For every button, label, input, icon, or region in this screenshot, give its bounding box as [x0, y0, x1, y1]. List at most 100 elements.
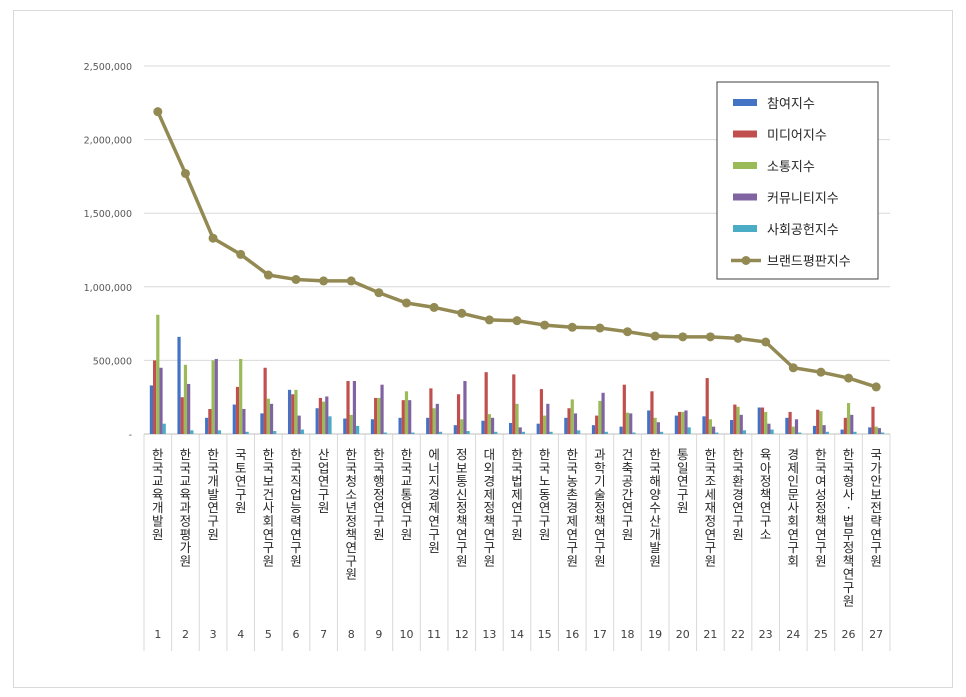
- bar-5: [190, 430, 194, 434]
- bar-5: [356, 425, 360, 434]
- bar-1: [149, 385, 154, 434]
- bar-5: [521, 431, 525, 434]
- bar-4: [684, 410, 688, 434]
- bar-5: [632, 432, 636, 434]
- bar-5: [742, 430, 747, 434]
- bar-3: [764, 411, 768, 434]
- bar-4: [352, 381, 357, 434]
- chart-frame: - 500,000 1,000,000 1,500,000 2,000,000 2,500…: [13, 10, 953, 688]
- brand-line-point: [346, 276, 356, 286]
- bar-1: [260, 413, 264, 434]
- bar-4: [435, 403, 439, 434]
- index-label: 2: [182, 628, 189, 641]
- index-label: 15: [538, 628, 552, 641]
- bar-3: [211, 360, 215, 434]
- bar-5: [880, 432, 885, 434]
- bar-2: [318, 397, 322, 434]
- bar-5: [604, 431, 608, 434]
- bar-5: [825, 431, 829, 434]
- bar-5: [853, 431, 857, 434]
- bar-1: [426, 417, 430, 434]
- brand-line-point: [567, 322, 577, 332]
- bar-4: [490, 417, 495, 434]
- bar-3: [598, 400, 602, 434]
- bar-1: [564, 417, 568, 434]
- bar-3: [266, 398, 270, 434]
- brand-line-point: [429, 302, 439, 312]
- bar-4: [601, 392, 605, 434]
- bar-3: [487, 414, 491, 434]
- bar-2: [539, 389, 544, 434]
- brand-line-point: [180, 168, 190, 178]
- bar-2: [760, 407, 765, 434]
- bar-2: [153, 360, 157, 434]
- bar-5: [273, 431, 277, 434]
- y-tick-label: -: [129, 430, 132, 441]
- bar-4: [518, 427, 522, 434]
- y-tick-label: 500,000: [93, 356, 132, 367]
- index-label: 7: [320, 628, 327, 641]
- brand-line-point: [761, 337, 771, 347]
- bar-4: [794, 419, 799, 434]
- bar-3: [874, 426, 878, 434]
- index-label: 25: [814, 628, 828, 641]
- bar-2: [180, 397, 184, 434]
- bar-1: [730, 420, 734, 434]
- legend-swatch: [733, 130, 757, 138]
- bar-3: [625, 412, 630, 434]
- bar-1: [287, 389, 292, 434]
- bar-3: [404, 391, 409, 434]
- bar-3: [653, 417, 657, 434]
- legend-label: 사회공헌지수: [767, 223, 839, 238]
- bar-4: [380, 384, 384, 434]
- legend-label: 커뮤니티지수: [767, 192, 839, 207]
- chart-svg: - 500,000 1,000,000 1,500,000 2,000,000 2,500…: [84, 62, 891, 651]
- bar-1: [812, 425, 817, 434]
- bar-2: [733, 404, 737, 434]
- brand-line-point: [291, 274, 301, 284]
- bar-2: [263, 367, 267, 434]
- legend-swatch: [733, 162, 757, 169]
- legend-swatch: [741, 256, 751, 265]
- index-label: 6: [292, 628, 299, 641]
- bar-3: [349, 414, 353, 434]
- index-label: 24: [786, 628, 800, 641]
- bar-4: [463, 381, 467, 434]
- bar-2: [512, 374, 516, 434]
- index-label: 3: [210, 628, 217, 641]
- brand-line-point: [263, 270, 273, 280]
- category-label: 한 국 형 사 · 법 무 정 책 연 구 원: [843, 447, 855, 608]
- index-label: 19: [648, 628, 662, 641]
- brand-line-point: [401, 298, 411, 308]
- bar-3: [239, 358, 243, 434]
- brand-line-point: [705, 332, 715, 342]
- y-tick-label: 1,000,000: [84, 283, 132, 294]
- brand-line-point: [733, 333, 743, 343]
- bar-2: [567, 408, 571, 434]
- bar-5: [687, 427, 691, 434]
- bar-1: [315, 408, 319, 434]
- bar-1: [674, 415, 678, 434]
- bar-5: [245, 431, 249, 434]
- bar-2: [429, 388, 433, 434]
- brand-line-point: [678, 332, 688, 342]
- bar-2: [622, 384, 626, 434]
- bar-2: [595, 415, 599, 434]
- bar-5: [798, 432, 802, 434]
- index-label: 9: [375, 628, 382, 641]
- bar-4: [629, 413, 633, 434]
- bar-5: [770, 429, 774, 434]
- bar-4: [767, 423, 771, 434]
- bar-1: [343, 418, 347, 434]
